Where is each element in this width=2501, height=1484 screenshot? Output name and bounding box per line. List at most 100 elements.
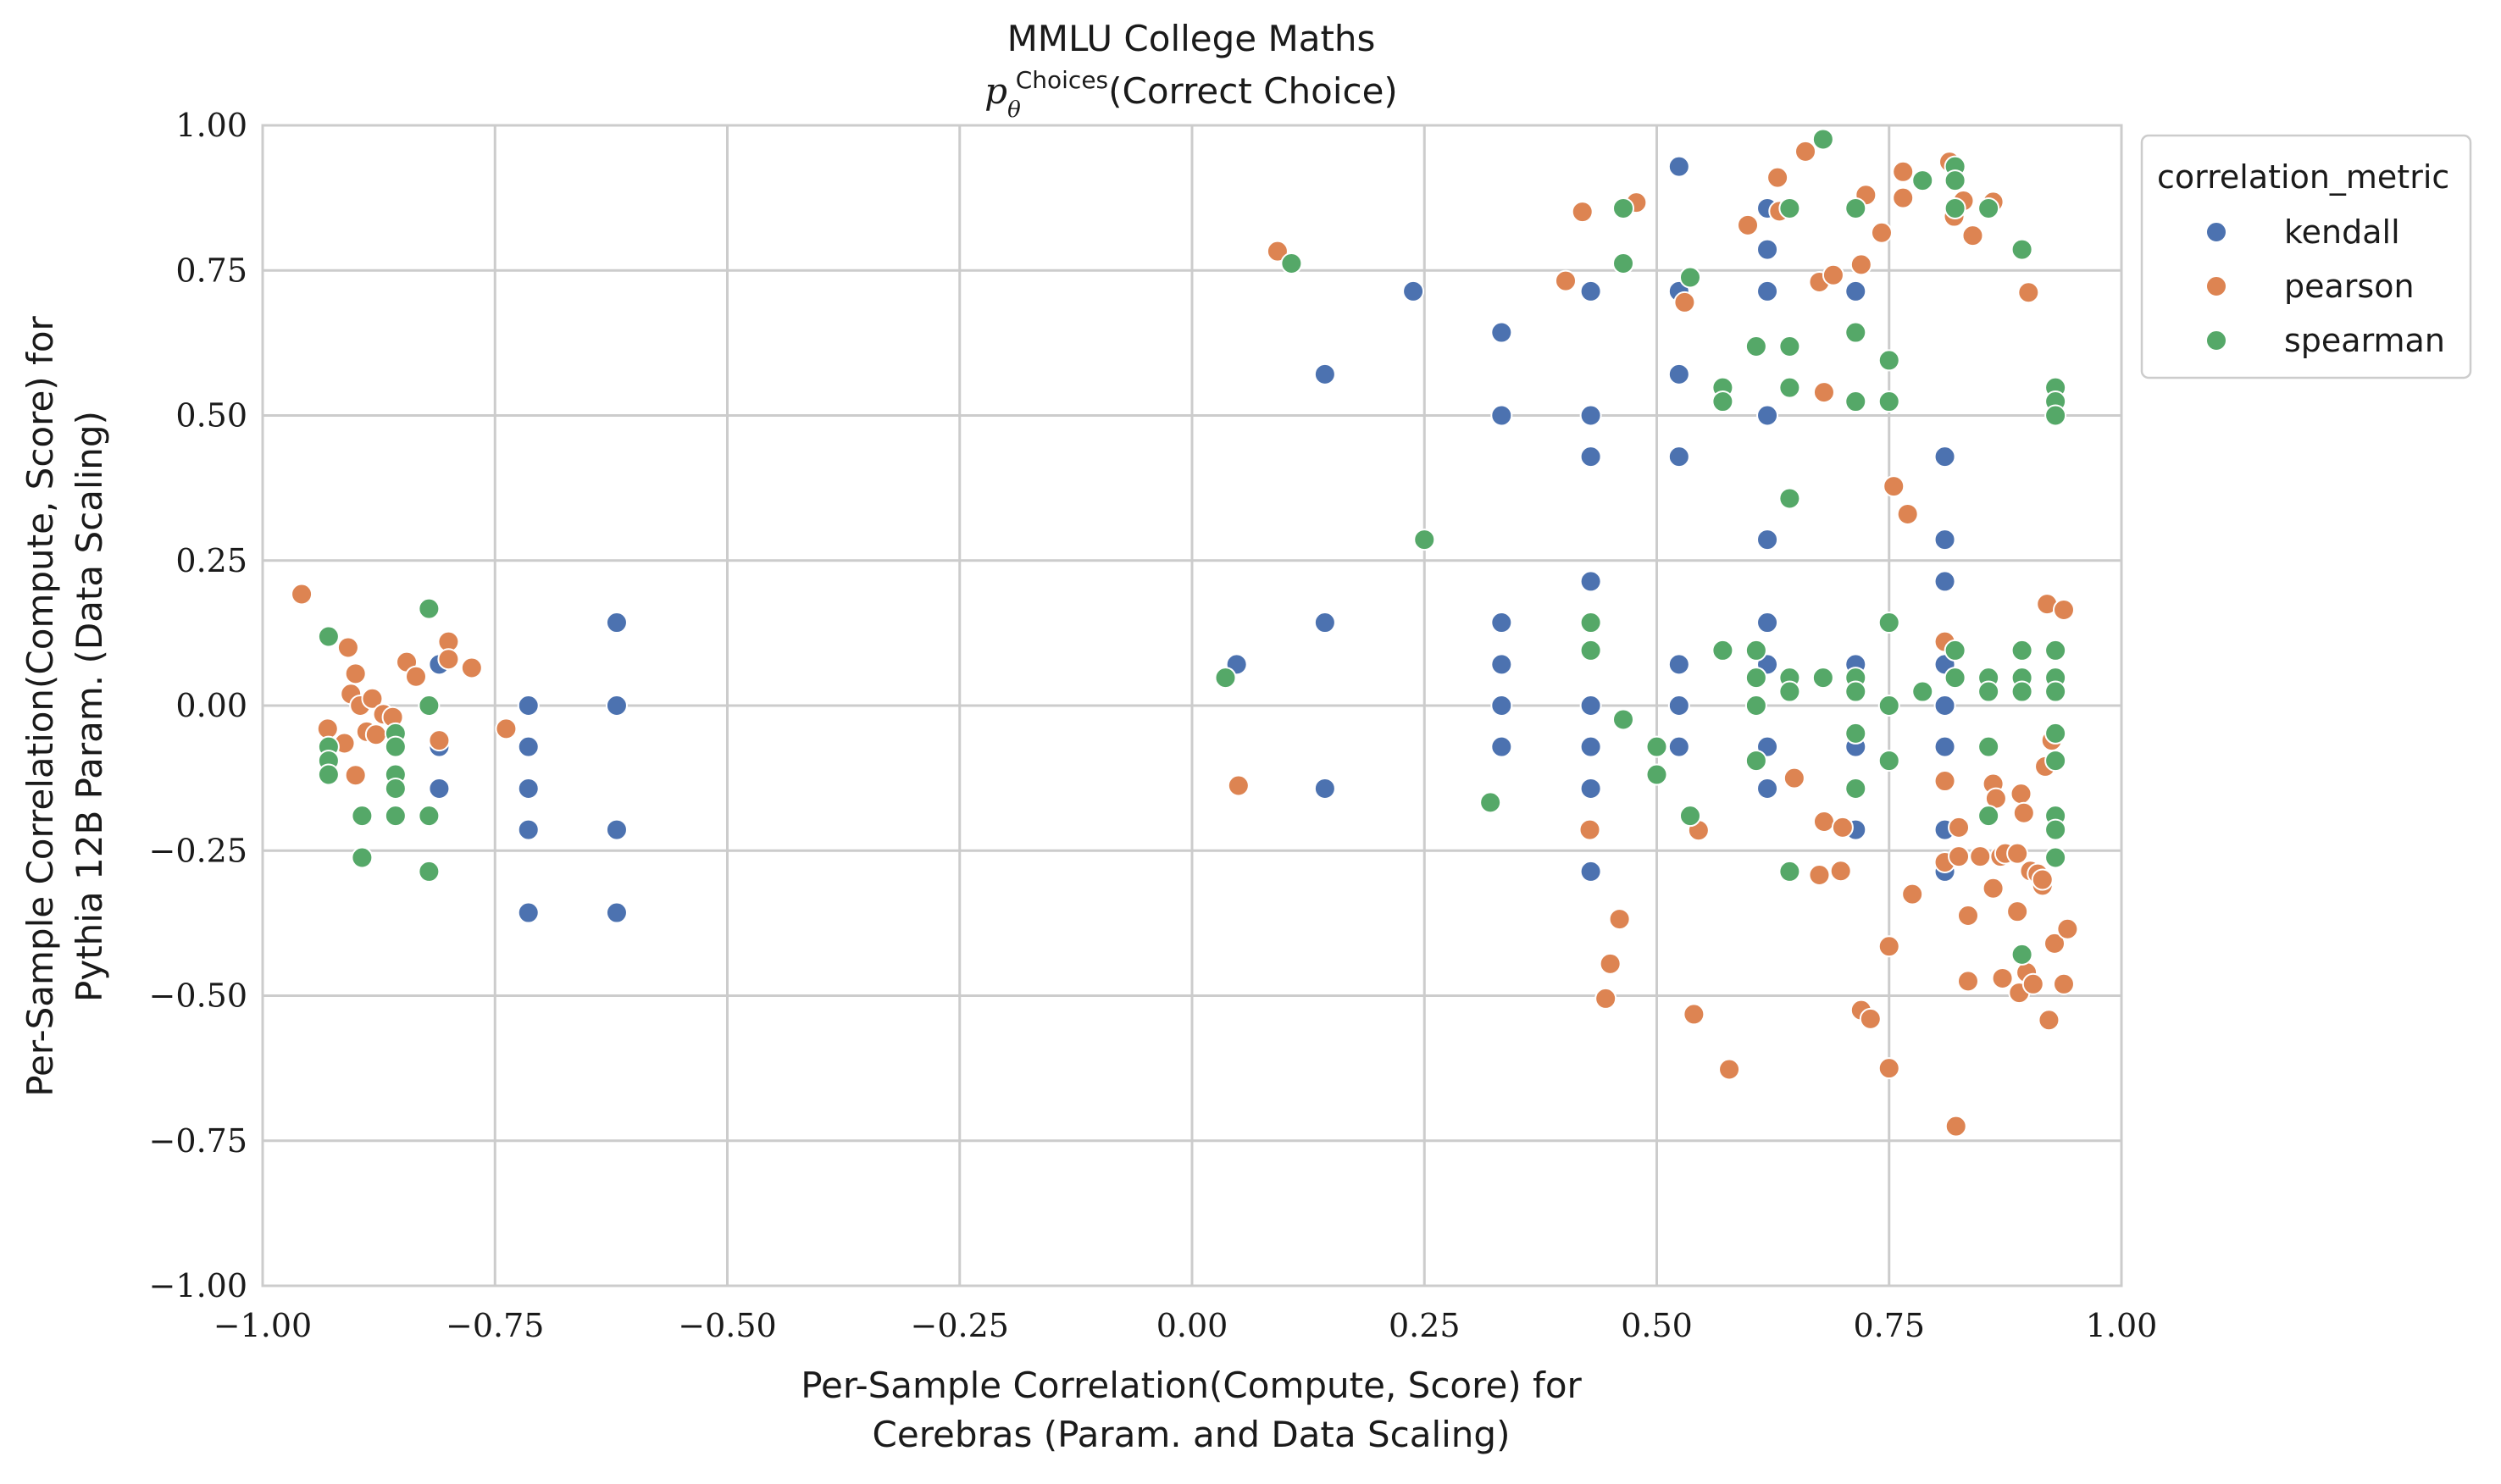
y-axis-label-line2: Pythia 12B Param. (Data Scaling) (69, 411, 110, 1002)
y-tick-label: −0.25 (149, 832, 247, 869)
point-spearman (1911, 680, 1934, 703)
point-spearman (1778, 197, 1801, 219)
point-spearman (1744, 639, 1767, 662)
point-pearson (344, 662, 367, 685)
point-pearson (1608, 908, 1631, 931)
x-tick-label: 0.00 (1156, 1307, 1228, 1344)
legend-box (2140, 134, 2472, 379)
point-spearman (1877, 612, 1900, 634)
point-spearman (384, 777, 407, 800)
point-pearson (1901, 883, 1924, 905)
point-pearson (1812, 811, 1835, 833)
point-pearson (2006, 842, 2029, 865)
x-tick-label: 0.25 (1389, 1307, 1461, 1344)
point-spearman (1944, 197, 1966, 219)
point-pearson (2021, 972, 2044, 995)
point-kendall (1667, 653, 1690, 676)
point-pearson (1870, 221, 1893, 244)
point-pearson (1944, 1115, 1967, 1138)
legend-title: correlation_metric (2157, 158, 2449, 196)
point-kendall (1313, 612, 1336, 634)
point-spearman (351, 805, 374, 828)
point-pearson (495, 717, 518, 740)
point-pearson (2052, 598, 2075, 621)
point-spearman (2044, 750, 2067, 772)
point-pearson (1766, 166, 1789, 189)
point-spearman (1678, 805, 1701, 828)
point-kendall (1756, 404, 1779, 427)
point-pearson (1737, 213, 1760, 236)
point-pearson (1883, 475, 1905, 498)
point-spearman (1977, 197, 2000, 219)
y-tick-labels: −1.00 −0.75 −0.50 −0.25 0.00 0.25 0.50 0.75 1.00 (149, 107, 247, 1304)
point-pearson (1831, 816, 1854, 839)
point-spearman (317, 625, 340, 648)
y-tick-label: 0.00 (175, 687, 247, 724)
point-spearman (1744, 695, 1767, 717)
point-spearman (1711, 639, 1734, 662)
point-kendall (1933, 529, 1956, 551)
point-pearson (364, 723, 387, 746)
point-spearman (1678, 266, 1701, 289)
point-kendall (1313, 777, 1336, 800)
point-pearson (1961, 224, 1984, 247)
point-pearson (2044, 932, 2066, 955)
point-pearson (1599, 952, 1622, 975)
point-kendall (1579, 695, 1602, 717)
point-pearson (1948, 816, 1971, 839)
point-spearman (418, 695, 441, 717)
data-points (291, 128, 2079, 1138)
point-spearman (1413, 529, 1436, 551)
point-spearman (2044, 680, 2067, 703)
point-kendall (428, 777, 451, 800)
x-axis-label-line1: Per-Sample Correlation(Compute, Score) f… (801, 1365, 1582, 1406)
point-kendall (605, 901, 628, 924)
point-spearman (1645, 735, 1668, 758)
point-pearson (1571, 201, 1594, 224)
point-kendall (1756, 238, 1779, 261)
point-pearson (1554, 269, 1577, 292)
x-axis-label-line2: Cerebras (Param. and Data Scaling) (873, 1414, 1511, 1455)
point-kendall (1756, 529, 1779, 551)
point-pearson (437, 648, 460, 671)
point-spearman (1977, 805, 2000, 828)
point-pearson (460, 656, 483, 679)
x-tick-label: −0.50 (678, 1307, 776, 1344)
point-pearson (1683, 1003, 1705, 1026)
point-kendall (1756, 280, 1779, 302)
point-kendall (517, 901, 540, 924)
point-kendall (1667, 363, 1690, 385)
point-spearman (1911, 169, 1934, 192)
point-spearman (418, 805, 441, 828)
point-spearman (1944, 639, 1966, 662)
point-spearman (1877, 695, 1900, 717)
point-spearman (1744, 750, 1767, 772)
point-pearson (2006, 900, 2029, 923)
point-kendall (1579, 404, 1602, 427)
point-kendall (1933, 446, 1956, 468)
point-kendall (517, 777, 540, 800)
point-spearman (2044, 818, 2067, 841)
point-pearson (2052, 972, 2075, 995)
point-spearman (1778, 860, 1801, 883)
x-tick-label: 0.50 (1621, 1307, 1693, 1344)
point-spearman (1844, 197, 1867, 219)
chart-subtitle: pθChoices(Correct Choice) (984, 66, 1398, 123)
point-spearman (351, 846, 374, 869)
point-spearman (1877, 349, 1900, 372)
x-tick-label: 0.75 (1853, 1307, 1925, 1344)
point-pearson (336, 636, 359, 659)
point-spearman (1844, 321, 1867, 344)
point-pearson (1227, 774, 1250, 797)
point-pearson (2012, 801, 2035, 824)
point-kendall (517, 695, 540, 717)
point-kendall (1579, 446, 1602, 468)
point-pearson (1783, 767, 1805, 789)
point-spearman (1811, 128, 1834, 151)
point-kendall (1490, 404, 1513, 427)
point-spearman (1844, 680, 1867, 703)
point-spearman (1711, 390, 1734, 413)
point-kendall (1579, 860, 1602, 883)
point-pearson (1829, 860, 1852, 883)
x-tick-label: −1.00 (214, 1307, 312, 1344)
